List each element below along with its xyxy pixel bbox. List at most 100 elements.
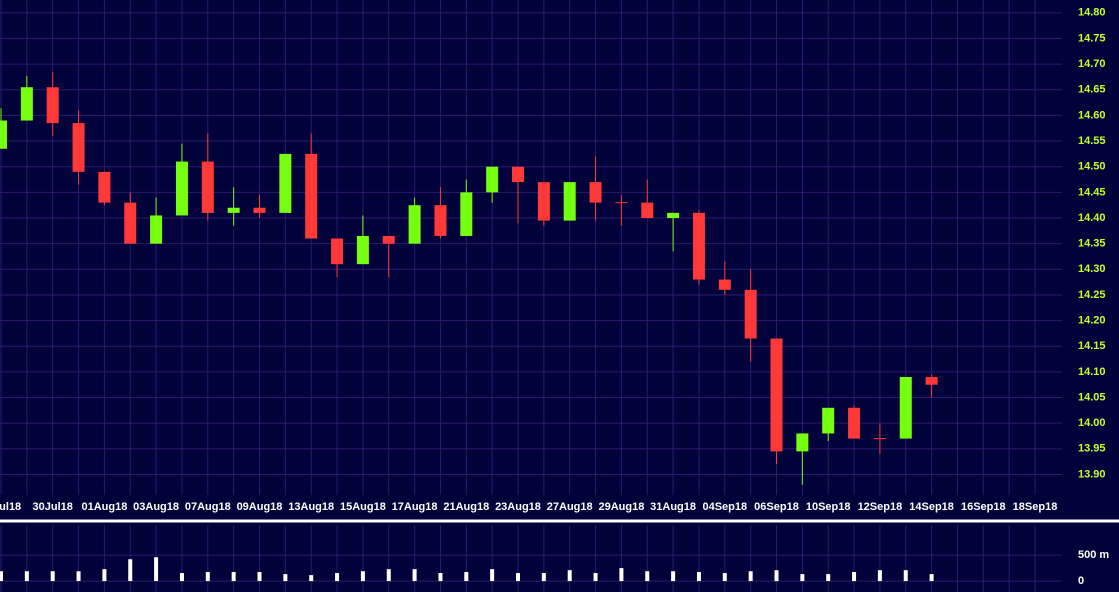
- candle-body: [382, 235, 395, 244]
- x-tick-label: 14Sep18: [909, 501, 954, 513]
- x-tick-label: 10Sep18: [806, 501, 851, 513]
- y-tick-label: 14.30: [1078, 263, 1106, 275]
- volume-bar: [852, 572, 857, 582]
- candle-body: [305, 153, 318, 239]
- volume-bar: [774, 570, 779, 582]
- volume-bar: [877, 570, 882, 582]
- volume-bar: [516, 573, 520, 582]
- volume-bar: [826, 574, 831, 582]
- x-tick-label: 09Aug18: [237, 501, 283, 513]
- candle-body: [279, 153, 292, 213]
- y-tick-label: 13.90: [1078, 468, 1106, 480]
- candle-body: [253, 207, 266, 213]
- x-tick-label: 30Jul18: [33, 501, 73, 513]
- x-tick-label: 06Sep18: [754, 501, 799, 513]
- candle-body: [460, 192, 473, 236]
- y-tick-label: 14.05: [1078, 391, 1106, 403]
- candle-body: [356, 235, 369, 265]
- candle-body: [72, 123, 85, 172]
- candle-body: [848, 407, 861, 439]
- volume-bar: [696, 572, 701, 582]
- candle-body: [150, 215, 163, 244]
- x-tick-label: 17Aug18: [392, 501, 438, 513]
- x-tick-label: 16Sep18: [961, 501, 1006, 513]
- volume-bar: [179, 573, 184, 582]
- candle-body: [98, 171, 111, 203]
- volume-bar: [24, 571, 29, 582]
- volume-bar: [748, 571, 753, 582]
- candle-body: [925, 377, 938, 385]
- x-tick-label: 21Aug18: [443, 501, 489, 513]
- volume-bar: [154, 557, 159, 582]
- candle-body: [770, 338, 783, 452]
- volume-bar: [102, 569, 107, 582]
- candle-body: [641, 202, 654, 219]
- candle-body: [589, 182, 602, 203]
- y-tick-label: 14.35: [1078, 238, 1106, 250]
- volume-bar: [464, 572, 469, 582]
- candle-body: [718, 279, 731, 290]
- volume-bar: [412, 569, 417, 582]
- x-tick-label: 04Sep18: [702, 501, 747, 513]
- volume-bar: [619, 568, 624, 582]
- volume-bar: [309, 575, 314, 582]
- candle-body: [692, 212, 705, 280]
- y-tick-label: 14.40: [1078, 212, 1106, 224]
- candle-body: [899, 377, 912, 439]
- volume-bar: [671, 571, 676, 582]
- candle-body: [331, 238, 344, 265]
- volume-bar: [541, 573, 546, 582]
- volume-bar: [903, 570, 908, 582]
- y-tick-label: 14.60: [1078, 109, 1106, 121]
- y-tick-label: 14.25: [1078, 289, 1106, 301]
- candle-body: [201, 161, 214, 213]
- y-tick-label: 14.10: [1078, 366, 1106, 378]
- candle-body: [434, 205, 447, 236]
- volume-bar: [567, 570, 572, 582]
- y-tick-label: 14.65: [1078, 84, 1106, 96]
- x-tick-label: 03Aug18: [133, 501, 179, 513]
- candle-body: [175, 161, 188, 216]
- candle-body: [408, 205, 421, 244]
- volume-bar: [76, 571, 81, 582]
- y-tick-label: 14.70: [1078, 58, 1106, 70]
- volume-bar: [128, 559, 133, 582]
- x-tick-label: 27Aug18: [547, 501, 593, 513]
- volume-bar: [283, 574, 288, 582]
- x-tick-label: 12Sep18: [858, 501, 903, 513]
- volume-bar: [438, 573, 443, 582]
- volume-bar: [490, 569, 495, 582]
- candle-body: [486, 166, 499, 193]
- candle-body: [563, 182, 576, 221]
- candle-body: [667, 212, 680, 219]
- volume-bar: [800, 574, 805, 582]
- candle-body: [20, 87, 33, 121]
- x-tick-label: 31Aug18: [650, 501, 696, 513]
- volume-bar: [231, 572, 236, 582]
- candle-body: [0, 120, 7, 149]
- candle-body: [124, 202, 137, 244]
- candle-body: [744, 289, 757, 339]
- y-tick-label: 14.55: [1078, 135, 1106, 147]
- y-tick-label: 0: [1078, 575, 1084, 587]
- volume-bar: [386, 569, 391, 582]
- candle-body: [873, 438, 886, 440]
- x-tick-label: 18Sep18: [1013, 501, 1058, 513]
- volume-bar: [360, 571, 365, 582]
- candle-body: [46, 87, 59, 124]
- y-tick-label: 14.75: [1078, 32, 1106, 44]
- candle-body: [796, 433, 809, 452]
- x-tick-label: 26Jul18: [0, 501, 21, 513]
- y-tick-label: 14.20: [1078, 315, 1106, 327]
- candle-body: [615, 202, 628, 204]
- volume-bar: [335, 573, 340, 582]
- y-tick-label: 14.80: [1078, 7, 1106, 19]
- y-tick-label: 13.95: [1078, 443, 1106, 455]
- volume-bar: [50, 571, 55, 582]
- candle-body: [822, 407, 835, 434]
- x-tick-label: 29Aug18: [598, 501, 644, 513]
- candle-body: [512, 166, 524, 183]
